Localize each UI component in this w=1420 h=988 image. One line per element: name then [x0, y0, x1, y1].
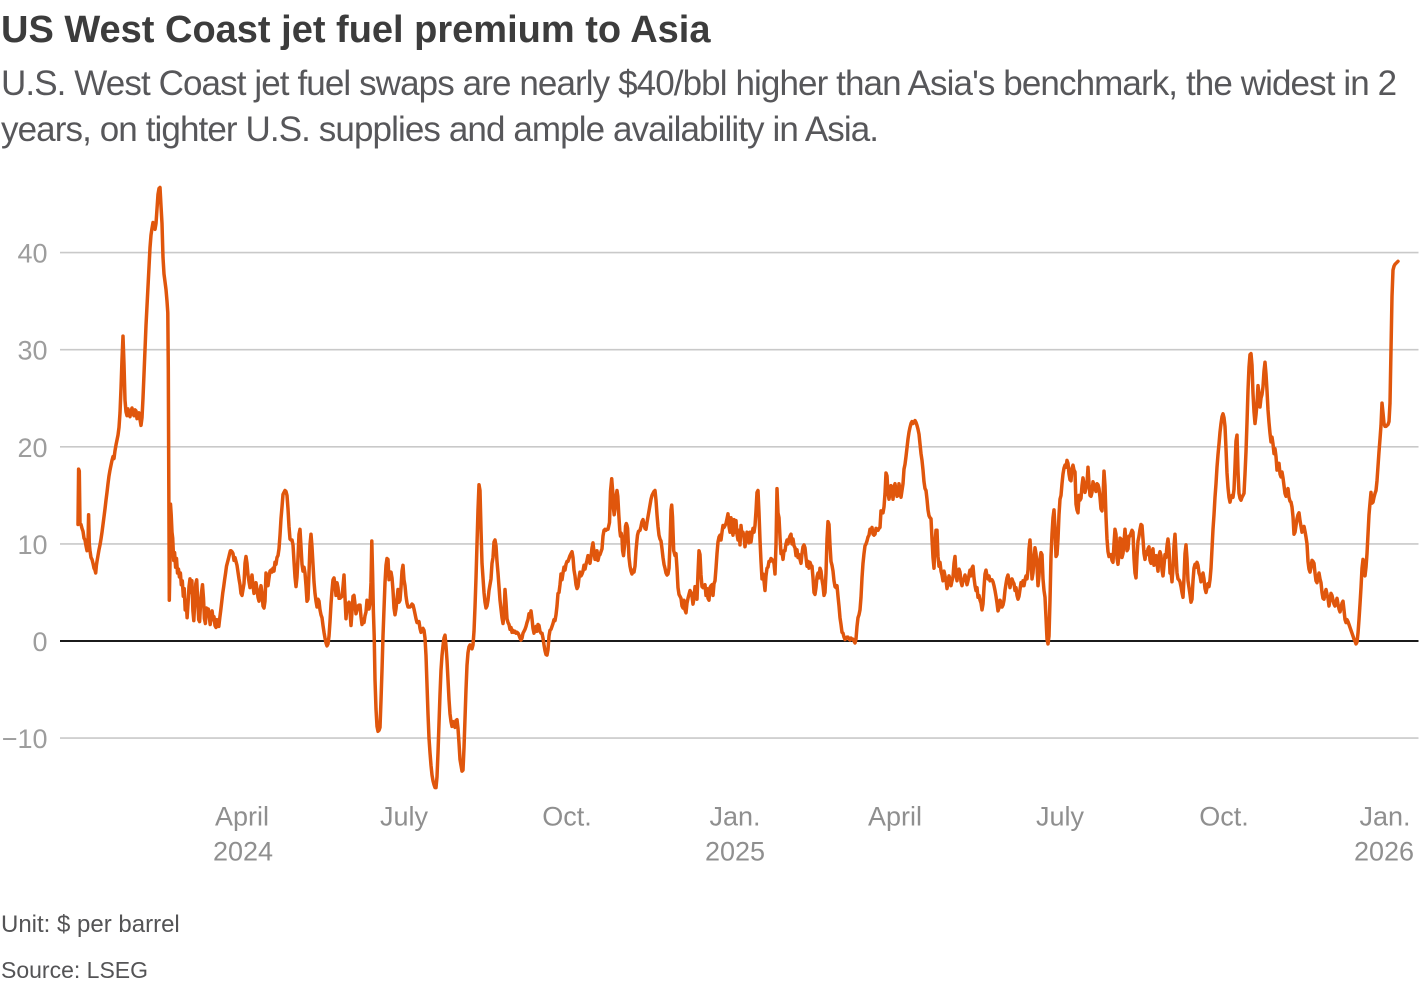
svg-text:2026: 2026 — [1354, 837, 1414, 867]
svg-text:20: 20 — [17, 433, 47, 463]
svg-text:40: 40 — [17, 239, 47, 269]
svg-text:April: April — [868, 802, 922, 832]
svg-text:Jan.: Jan. — [709, 802, 760, 832]
svg-text:July: July — [1036, 802, 1085, 832]
svg-text:April: April — [215, 802, 269, 832]
svg-text:Oct.: Oct. — [542, 802, 592, 832]
svg-text:2025: 2025 — [705, 837, 765, 867]
svg-text:Jan.: Jan. — [1359, 802, 1410, 832]
svg-text:−10: −10 — [2, 724, 48, 754]
svg-text:Oct.: Oct. — [1199, 802, 1249, 832]
svg-text:2024: 2024 — [213, 837, 273, 867]
svg-text:10: 10 — [17, 530, 47, 560]
svg-text:July: July — [380, 802, 429, 832]
svg-text:30: 30 — [17, 336, 47, 366]
svg-text:0: 0 — [32, 627, 47, 657]
